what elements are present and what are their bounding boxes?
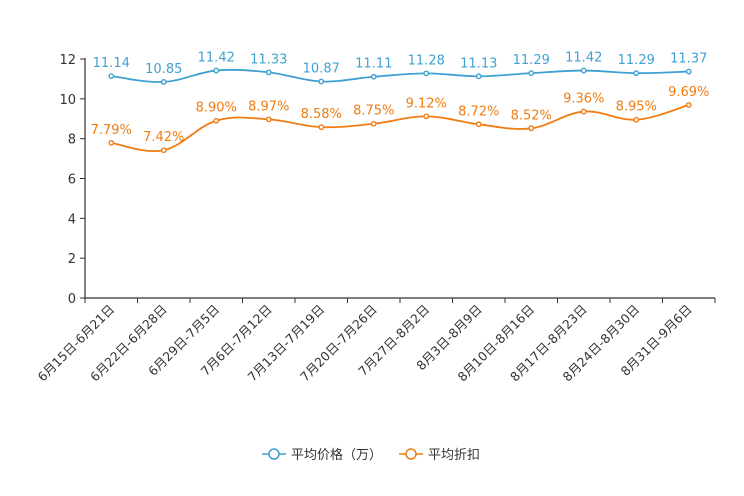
discount-point [475,121,482,128]
series-average-discount: 7.79% 7.42% 8.90% 8.97% 8.58% 8.75% 9.12% 8.72%… [91,85,709,154]
price-data-label: 11.11 [355,57,392,72]
price-data-label: 11.13 [460,56,497,71]
series-average-price: 11.14 10.85 11.42 11.33 10.87 11.11 11.28 11.13… [93,51,707,85]
price-point [370,73,377,80]
discount-data-label: 8.95% [616,100,657,115]
discount-data-label: 8.52% [511,108,552,123]
discount-data-label: 8.58% [301,107,342,122]
price-point [108,73,115,80]
discount-data-label: 8.72% [458,104,499,119]
price-data-label: 11.29 [513,53,550,68]
price-data-label: 11.42 [565,51,602,66]
y-tick-label: 8 [68,133,76,148]
price-point [633,70,640,77]
discount-point [423,113,430,120]
discount-data-label: 9.69% [668,85,709,100]
discount-data-label: 8.97% [248,99,289,114]
price-data-label: 11.14 [93,56,130,71]
discount-point [108,139,115,146]
price-data-label: 11.42 [198,51,235,66]
legend: 平均价格（万） 平均折扣 [262,447,480,463]
discount-data-label: 7.42% [143,130,184,145]
discount-point [370,120,377,127]
price-data-label: 10.85 [145,62,182,77]
price-data-label: 11.28 [408,53,445,68]
y-axis-ticks: 0 2 4 6 8 10 12 [59,53,85,307]
discount-data-label: 8.75% [353,104,394,119]
discount-line [111,104,689,152]
price-point [528,70,535,77]
price-point [580,67,587,74]
y-tick-label: 4 [68,212,76,227]
discount-point [213,117,220,124]
x-axis-ticks: 6月15日-6月21日6月22日-6月28日6月29日-7月5日7月6日-7月1… [34,298,716,384]
price-point [265,69,272,76]
discount-point [318,124,325,131]
discount-point [633,116,640,123]
discount-point [265,116,272,123]
legend-label-discount: 平均折扣 [428,448,480,463]
discount-point [528,125,535,132]
price-point [318,78,325,85]
price-point [685,68,692,75]
discount-data-label: 9.36% [563,92,604,107]
y-tick-label: 6 [68,173,76,188]
legend-item-discount[interactable]: 平均折扣 [399,448,480,463]
discount-data-label: 8.90% [196,101,237,116]
legend-label-price: 平均价格（万） [291,447,382,463]
y-tick-label: 2 [68,252,76,267]
price-data-label: 10.87 [303,62,340,77]
y-tick-label: 10 [59,93,76,108]
discount-point [580,108,587,115]
price-point [160,79,167,85]
discount-point [685,102,692,108]
price-line [111,68,689,83]
price-data-label: 11.33 [250,52,287,67]
y-tick-label: 0 [68,292,76,307]
price-point [423,70,430,77]
price-data-label: 11.29 [618,53,655,68]
price-point [213,67,220,74]
price-point [475,73,482,80]
discount-data-label: 9.12% [406,96,447,111]
price-data-label: 11.37 [670,52,707,67]
discount-data-label: 7.79% [91,123,132,138]
discount-point [160,147,167,154]
y-tick-label: 12 [59,53,76,68]
legend-item-price[interactable]: 平均价格（万） [262,447,382,463]
axes [84,58,715,299]
